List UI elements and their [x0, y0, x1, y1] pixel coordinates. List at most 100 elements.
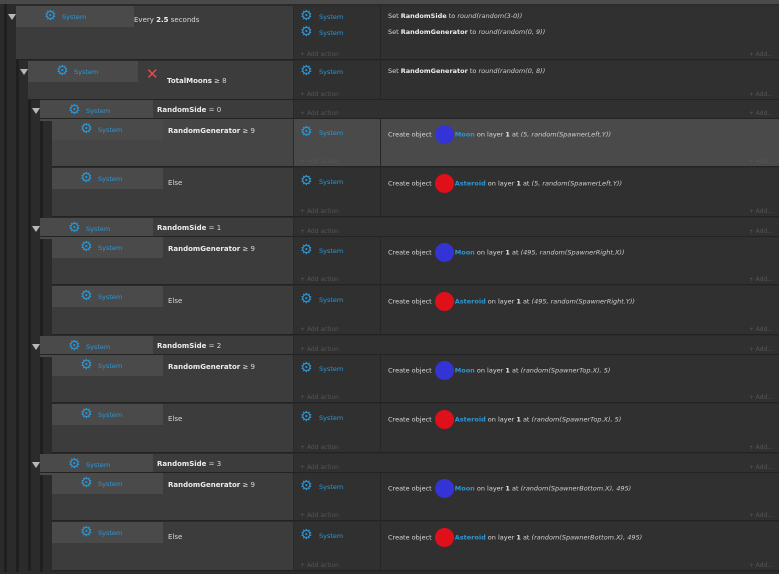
collapse-toggle[interactable] [8, 14, 16, 20]
action-area[interactable]: + Add action + Add... [294, 218, 779, 237]
add-right-link[interactable]: + Add... [749, 158, 773, 165]
action-area[interactable]: ⚙ System Set RandomSide to round(random(3-… [294, 6, 779, 60]
condition-object-cell[interactable]: ⚙ System [52, 237, 163, 258]
action-text[interactable]: Set RandomSide to round(random(3-0)) [388, 12, 522, 20]
condition-object-cell[interactable]: ⚙ System [40, 100, 153, 121]
condition-area[interactable]: ⚙ System Else [52, 168, 294, 217]
condition-area[interactable]: ⚙ System Every 2.5 seconds [16, 6, 294, 60]
condition-object-cell[interactable]: ⚙ System [28, 61, 138, 82]
collapse-toggle[interactable] [32, 108, 40, 114]
condition-area[interactable]: ⚙ System Else [52, 522, 294, 571]
condition-object-cell[interactable]: ⚙ System [52, 355, 163, 376]
add-action-label: Add action [306, 228, 339, 235]
add-right-link[interactable]: + Add... [749, 110, 773, 117]
add-right-link[interactable]: + Add... [749, 51, 773, 58]
action-text[interactable]: Create object Asteroid on layer 1 at (ra… [388, 528, 642, 548]
add-right-link[interactable]: + Add... [749, 91, 773, 98]
action-to: to [467, 28, 479, 36]
condition-object-cell[interactable]: ⚙ System [40, 336, 153, 357]
action-system-label: System [319, 414, 344, 422]
condition-area[interactable]: ⚙ System RandomSide = 0 [40, 100, 294, 121]
condition-area[interactable]: ⚙ System Else [52, 404, 294, 453]
add-right-link[interactable]: + Add... [749, 394, 773, 401]
condition-object-cell[interactable]: ⚙ System [52, 168, 163, 189]
condition-text: RandomGenerator ≥ 9 [168, 245, 255, 253]
action-area[interactable]: + Add action + Add... [294, 336, 779, 355]
condition-object-cell[interactable]: ⚙ System [52, 286, 163, 307]
collapse-toggle[interactable] [32, 462, 40, 468]
add-right-link[interactable]: + Add... [749, 512, 773, 519]
add-right-link[interactable]: + Add... [749, 276, 773, 283]
action-area[interactable]: ⚙ System Create object Asteroid on layer 1… [294, 286, 779, 335]
add-action-link[interactable]: + Add action [300, 326, 339, 333]
add-right-link[interactable]: + Add... [749, 228, 773, 235]
add-action-link[interactable]: + Add action [300, 51, 339, 58]
plus-icon: + [748, 394, 756, 401]
add-action-link[interactable]: + Add action [300, 158, 339, 165]
add-action-link[interactable]: + Add action [300, 228, 339, 235]
action-text[interactable]: Set RandomGenerator to round(random(0, 9… [388, 28, 545, 36]
system-gear-icon: ⚙ [68, 102, 81, 118]
add-action-link[interactable]: + Add action [300, 110, 339, 117]
action-text[interactable]: Create object Asteroid on layer 1 at (ra… [388, 410, 621, 430]
condition-area[interactable]: ⚙ System RandomGenerator ≥ 9 [52, 473, 294, 521]
condition-object-cell[interactable]: ⚙ System [16, 6, 134, 27]
action-area[interactable]: ⚙ System Set RandomGenerator to round(rand… [294, 61, 779, 100]
action-text[interactable]: Set RandomGenerator to round(random(0, 8… [388, 67, 545, 75]
action-area[interactable]: ⚙ System Create object Moon on layer 1 at … [294, 355, 779, 403]
add-action-link[interactable]: + Add action [300, 91, 339, 98]
action-area[interactable]: + Add action + Add... [294, 454, 779, 473]
action-area[interactable]: ⚙ System Create object Moon on layer 1 at … [294, 237, 779, 285]
add-action-link[interactable]: + Add action [300, 444, 339, 451]
action-text[interactable]: Create object Asteroid on layer 1 at (5,… [388, 174, 622, 194]
action-area[interactable]: ⚙ System Create object Asteroid on layer 1… [294, 404, 779, 453]
add-right-link[interactable]: + Add... [749, 464, 773, 471]
condition-area[interactable]: ⚙ System RandomGenerator ≥ 9 [52, 119, 294, 167]
add-action-link[interactable]: + Add action [300, 512, 339, 519]
condition-post: = 3 [206, 460, 222, 468]
condition-area[interactable]: ⚙ System RandomGenerator ≥ 9 [52, 237, 294, 285]
condition-area[interactable]: ⚙ System RandomGenerator ≥ 9 [52, 355, 294, 403]
action-system-gear-icon: ⚙ [300, 63, 313, 79]
condition-area[interactable]: ⚙ System Else [52, 286, 294, 335]
condition-object-cell[interactable]: ⚙ System [52, 404, 163, 425]
condition-object-cell[interactable]: ⚙ System [52, 473, 163, 494]
action-text[interactable]: Create object Asteroid on layer 1 at (49… [388, 292, 635, 312]
text-on-layer: on layer [474, 484, 506, 493]
add-action-link[interactable]: + Add action [300, 562, 339, 569]
action-area[interactable]: + Add action + Add... [294, 100, 779, 119]
add-right-link[interactable]: + Add... [749, 562, 773, 569]
condition-area[interactable]: ⚙ System RandomSide = 1 [40, 218, 294, 239]
add-right-link[interactable]: + Add... [749, 208, 773, 215]
condition-area[interactable]: ⚙ System RandomSide = 2 [40, 336, 294, 357]
add-right-link[interactable]: + Add... [749, 444, 773, 451]
add-action-link[interactable]: + Add action [300, 208, 339, 215]
action-area[interactable]: ⚙ System Create object Asteroid on layer 1… [294, 522, 779, 571]
action-text[interactable]: Create object Moon on layer 1 at (5, ran… [388, 125, 611, 145]
asteroid-sprite-icon [434, 410, 454, 429]
action-text[interactable]: Create object Moon on layer 1 at (random… [388, 361, 610, 381]
add-action-link[interactable]: + Add action [300, 346, 339, 353]
add-right-link[interactable]: + Add... [749, 326, 773, 333]
condition-object-cell[interactable]: ⚙ System [40, 218, 153, 239]
layer-number: 1 [505, 366, 510, 375]
collapse-toggle[interactable] [32, 344, 40, 350]
add-action-link[interactable]: + Add action [300, 464, 339, 471]
condition-area[interactable]: ⚙ System RandomSide = 3 [40, 454, 294, 475]
collapse-toggle[interactable] [20, 69, 28, 75]
condition-object-cell[interactable]: ⚙ System [40, 454, 153, 475]
action-area[interactable]: ⚙ System Create object Moon on layer 1 at … [294, 119, 779, 167]
condition-area[interactable]: ⚙ System ✕ TotalMoons ≥ 8 [28, 61, 294, 100]
action-text[interactable]: Create object Moon on layer 1 at (495, r… [388, 243, 624, 263]
add-right-link[interactable]: + Add... [749, 346, 773, 353]
condition-object-cell[interactable]: ⚙ System [52, 522, 163, 543]
condition-object-cell[interactable]: ⚙ System [52, 119, 163, 140]
action-area[interactable]: ⚙ System Create object Asteroid on layer 1… [294, 168, 779, 217]
collapse-toggle[interactable] [32, 226, 40, 232]
action-area[interactable]: ⚙ System Create object Moon on layer 1 at … [294, 473, 779, 521]
action-text[interactable]: Create object Moon on layer 1 at (random… [388, 479, 631, 499]
row-separator [16, 59, 779, 60]
add-action-link[interactable]: + Add action [300, 276, 339, 283]
add-action-link[interactable]: + Add action [300, 394, 339, 401]
add-action-label: Add action [306, 562, 339, 569]
